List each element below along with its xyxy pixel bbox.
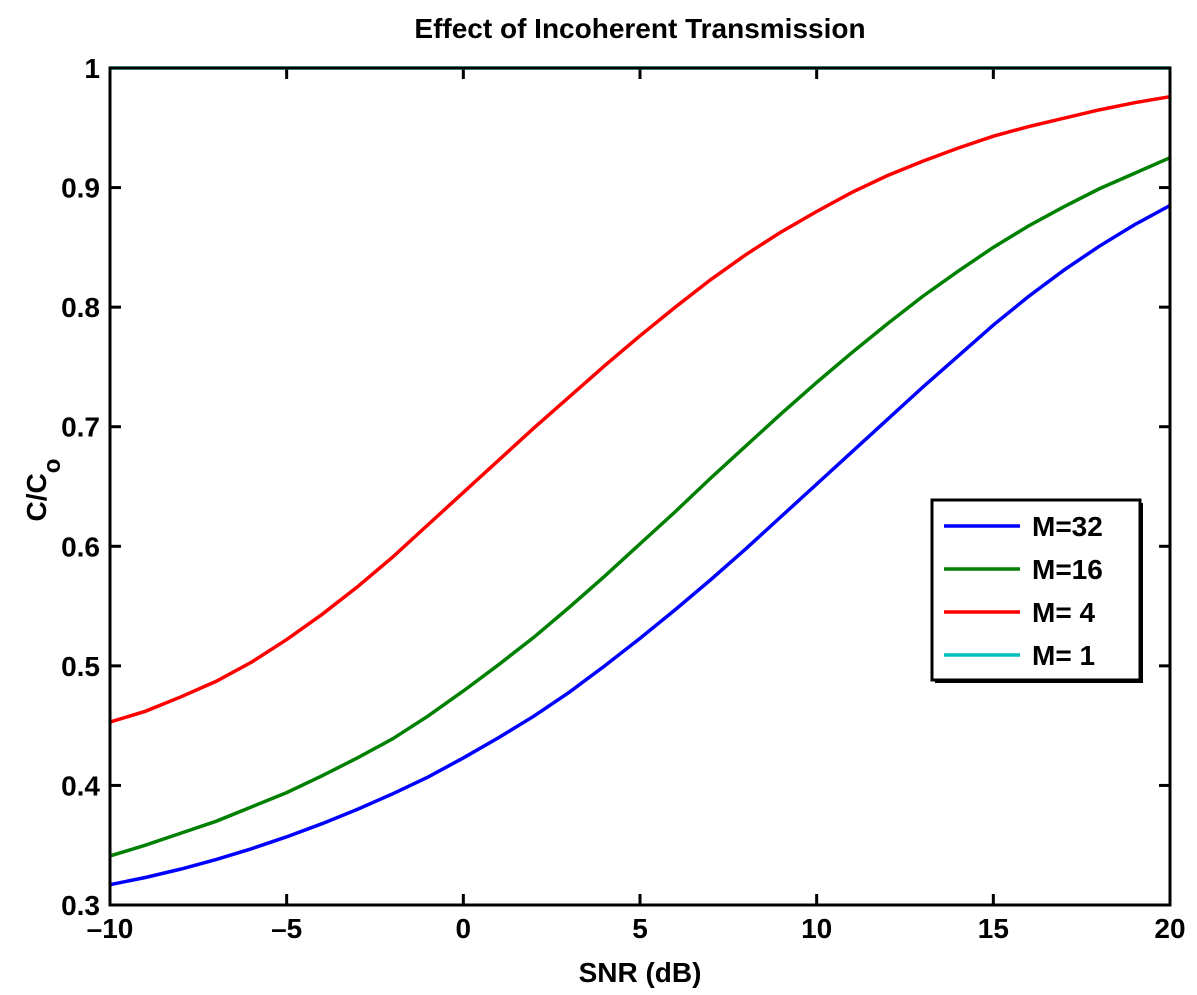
y-tick-label: 0.5 [61,651,100,682]
y-axis-label-subscript: o [39,459,66,474]
legend-label: M=32 [1032,511,1103,542]
y-tick-label: 0.7 [61,412,100,443]
legend-label: M=16 [1032,554,1103,585]
y-tick-label: 0.3 [61,890,100,921]
x-tick-label: –10 [87,913,134,944]
x-tick-label: 0 [456,913,472,944]
legend-box [930,498,1142,682]
x-axis-label: SNR (dB) [579,957,702,988]
series-line [109,156,1171,858]
x-tick-label: 20 [1154,913,1185,944]
legend-label: M= 1 [1032,640,1095,671]
y-tick-label: 0.9 [61,173,100,204]
series-line [109,94,1171,724]
x-tick-label: 15 [978,913,1009,944]
y-tick-label: 1 [84,53,100,84]
x-tick-label: 5 [632,913,648,944]
y-axis-label: C/Co [21,459,66,522]
series-line [109,203,1171,887]
y-tick-label: 0.8 [61,292,100,323]
y-tick-label: 0.4 [61,770,100,801]
x-tick-label: 10 [801,913,832,944]
x-tick-label: –5 [271,913,302,944]
y-axis-label-text: C/C [21,473,52,521]
legend-label: M= 4 [1032,597,1095,628]
legend: M=32 M=16 M= 4 M= 1 [930,498,1143,683]
chart-title: Effect of Incoherent Transmission [414,13,865,44]
y-tick-label: 0.6 [61,531,100,562]
plot-frame [108,66,1172,907]
